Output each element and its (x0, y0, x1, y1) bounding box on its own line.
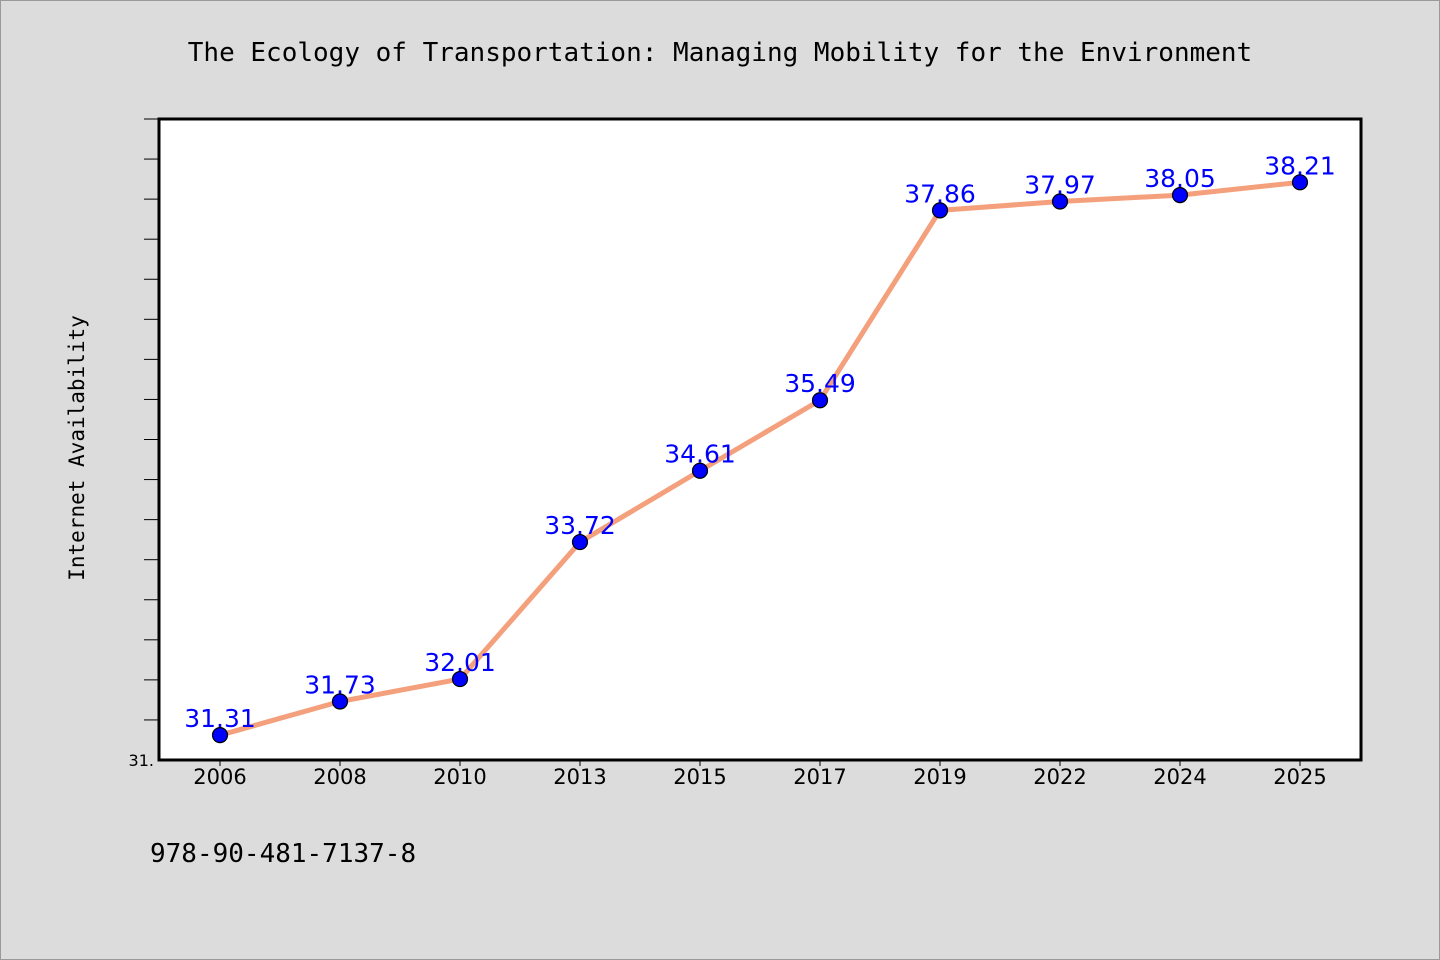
series-markers (211, 174, 1309, 744)
data-label: 37.97 (1024, 171, 1096, 200)
data-label: 34.61 (664, 440, 736, 469)
data-point (571, 533, 589, 551)
data-label: 31.73 (304, 671, 376, 700)
data-point (451, 670, 469, 688)
data-label: 38.05 (1144, 164, 1216, 193)
x-tick-label: 2022 (1033, 765, 1086, 789)
data-point (1171, 187, 1189, 204)
data-point (1291, 174, 1309, 191)
x-tick-label: 2013 (553, 765, 606, 789)
data-point (811, 392, 829, 409)
x-tick-label: 2019 (913, 765, 966, 789)
series-line-group (217, 179, 1303, 738)
isbn-footer: 978-90-481-7137-8 (150, 839, 416, 869)
x-tick-label: 2015 (673, 765, 726, 789)
y-axis-label: Internet Availability (65, 315, 89, 581)
data-point (691, 462, 709, 479)
x-tick-label: 2006 (193, 765, 246, 789)
y-axis-ticks (144, 118, 159, 721)
x-tick-label: 2008 (313, 765, 366, 789)
data-point (931, 202, 949, 219)
x-axis-ticks: 2006 2008 2010 2013 2015 2017 2019 2022 2024 2025 (193, 760, 1327, 789)
y-tick-label: 31. (129, 751, 154, 770)
data-label: 38.21 (1264, 151, 1336, 180)
data-labels: 31.31 31.73 32.01 33.72 34.61 35.49 37.86 37.97… (184, 151, 1336, 733)
data-label: 31.31 (184, 704, 256, 733)
data-point (331, 693, 349, 710)
data-label: 33.72 (544, 511, 616, 540)
data-label: 37.86 (904, 179, 976, 208)
data-point (1051, 193, 1069, 210)
chart-title: The Ecology of Transportation: Managing … (188, 38, 1252, 68)
x-tick-label: 2010 (433, 765, 486, 789)
series-line (217, 179, 1303, 738)
x-tick-label: 2025 (1273, 765, 1326, 789)
data-label: 35.49 (784, 369, 856, 398)
data-label: 32.01 (424, 648, 496, 677)
x-tick-label: 2024 (1153, 765, 1206, 789)
plot-area (157, 117, 1363, 762)
x-tick-label: 2017 (793, 765, 846, 789)
data-point (211, 727, 229, 744)
